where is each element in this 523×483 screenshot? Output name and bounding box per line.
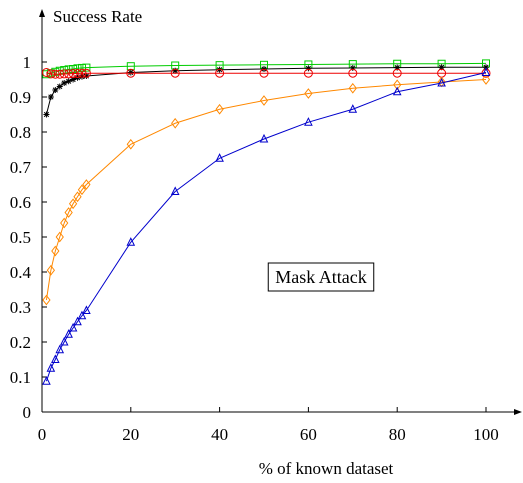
- series-circle: [41, 68, 491, 79]
- y-tick-label: 0.9: [10, 88, 31, 107]
- y-tick-label: 0: [23, 403, 32, 422]
- data-point-square: [73, 64, 82, 73]
- x-tick-label: 100: [473, 425, 499, 444]
- data-point-circle: [73, 69, 83, 79]
- data-point-triangle: [348, 104, 358, 113]
- data-point-triangle: [46, 363, 56, 372]
- data-point-diamond: [259, 95, 269, 106]
- data-point-diamond: [68, 198, 78, 210]
- series-diamond: [42, 74, 491, 306]
- data-point-diamond: [42, 294, 51, 306]
- data-point-circle: [68, 69, 78, 79]
- data-point-circle: [259, 68, 269, 78]
- data-point-star: [56, 83, 63, 90]
- x-tick-label: 80: [389, 425, 406, 444]
- axes: [39, 9, 522, 415]
- data-point-diamond: [171, 117, 180, 129]
- data-point-star: [52, 87, 59, 93]
- data-point-diamond: [77, 184, 87, 196]
- data-point-diamond: [348, 82, 357, 94]
- y-tick-label: 0.4: [10, 263, 32, 282]
- data-point-diamond: [46, 264, 56, 276]
- data-point-diamond: [73, 191, 82, 203]
- y-tick-label: 1: [23, 53, 32, 72]
- data-point-triangle: [51, 354, 60, 363]
- data-point-diamond: [60, 217, 69, 229]
- data-point-circle: [59, 69, 69, 79]
- data-point-triangle: [55, 344, 65, 354]
- series-line-star: [45, 66, 486, 115]
- y-tick-label: 0.8: [10, 123, 31, 142]
- data-point-star: [47, 94, 54, 100]
- data-point-diamond: [393, 79, 402, 91]
- y-tick-label: 0.3: [10, 298, 31, 317]
- data-point-circle: [81, 68, 91, 78]
- y-tick-label: 0.5: [10, 228, 31, 247]
- data-point-circle: [126, 68, 136, 78]
- x-axis-label: % of known dataset: [259, 459, 394, 478]
- data-point-circle: [392, 68, 402, 78]
- data-point-triangle: [215, 153, 224, 162]
- data-point-diamond: [126, 138, 135, 150]
- data-point-triangle: [82, 305, 91, 314]
- y-axis-arrow: [39, 9, 45, 17]
- annotation-box: Mask Attack: [267, 262, 375, 292]
- tick-marks: 0 20 40 60 80 100 0 0.1 0.2 0.3 0.4 0.5 0.6 0.7 0.8 0.9…: [10, 53, 499, 444]
- series-layer: [41, 59, 491, 385]
- data-point-square: [82, 63, 91, 72]
- series-star: [43, 64, 489, 118]
- x-tick-label: 20: [122, 425, 139, 444]
- data-point-diamond: [481, 74, 491, 85]
- data-point-circle: [170, 68, 180, 78]
- data-point-triangle: [77, 310, 87, 320]
- data-point-triangle: [170, 186, 180, 195]
- y-tick-label: 0.7: [10, 158, 32, 177]
- data-point-triangle: [304, 117, 313, 126]
- data-point-circle: [77, 68, 87, 78]
- data-point-triangle: [259, 133, 269, 143]
- data-point-circle: [303, 68, 313, 78]
- data-point-circle: [215, 68, 225, 78]
- x-tick-label: 0: [38, 425, 47, 444]
- x-tick-label: 60: [300, 425, 317, 444]
- data-point-triangle: [59, 336, 69, 346]
- data-point-triangle: [126, 237, 136, 246]
- data-point-triangle: [437, 77, 446, 87]
- data-point-square: [77, 63, 86, 72]
- data-point-circle: [64, 69, 74, 79]
- data-point-diamond: [51, 245, 60, 257]
- x-axis-arrow: [514, 409, 522, 415]
- data-point-triangle: [64, 329, 73, 338]
- series-line-triangle: [45, 72, 487, 382]
- data-point-star: [43, 111, 50, 118]
- data-point-star: [127, 69, 134, 76]
- annotation-text: Mask Attack: [275, 267, 367, 287]
- data-point-square: [69, 65, 78, 73]
- data-point-triangle: [68, 322, 78, 332]
- data-point-star: [438, 64, 445, 71]
- data-point-triangle: [481, 67, 491, 76]
- y-tick-label: 0.1: [10, 368, 31, 387]
- series-triangle: [42, 67, 491, 385]
- data-point-diamond: [55, 231, 64, 243]
- data-point-diamond: [304, 88, 313, 99]
- data-point-circle: [41, 68, 51, 77]
- data-point-circle: [348, 68, 358, 78]
- data-point-circle: [50, 69, 60, 79]
- data-point-triangle: [392, 86, 402, 96]
- x-tick-label: 40: [211, 425, 228, 444]
- data-point-circle: [55, 69, 65, 79]
- data-point-diamond: [64, 207, 73, 218]
- data-point-diamond: [82, 179, 91, 190]
- y-axis-label: Success Rate: [53, 7, 142, 26]
- y-tick-label: 0.2: [10, 333, 31, 352]
- data-point-triangle: [42, 376, 51, 385]
- y-tick-label: 0.6: [10, 193, 31, 212]
- data-point-circle: [46, 69, 56, 79]
- data-point-diamond: [215, 103, 224, 115]
- data-point-triangle: [73, 316, 82, 326]
- annotation-border: [267, 262, 375, 292]
- series-line-diamond: [45, 79, 487, 301]
